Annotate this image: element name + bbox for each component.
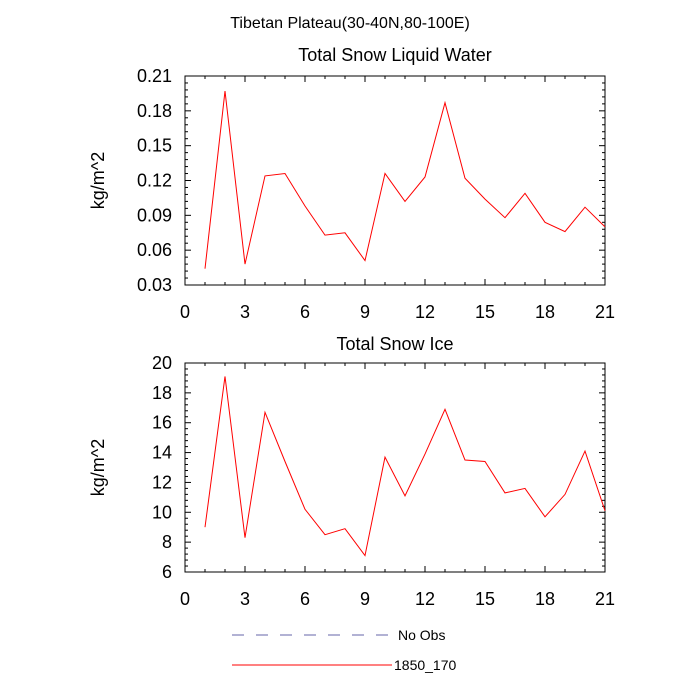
liquid-water-xtick-label: 21	[595, 302, 615, 322]
snow-ice-ytick-label: 8	[162, 532, 172, 552]
liquid-water-xtick-label: 18	[535, 302, 555, 322]
liquid-water-xtick-label: 0	[180, 302, 190, 322]
snow-ice-ytick-label: 18	[152, 383, 172, 403]
snow-ice-xtick-label: 6	[300, 589, 310, 609]
snow-ice-xtick-label: 0	[180, 589, 190, 609]
snow-ice-ytick-label: 14	[152, 443, 172, 463]
figure-suptitle: Tibetan Plateau(30-40N,80-100E)	[230, 15, 470, 32]
snow-ice-series-line	[204, 376, 606, 557]
liquid-water-frame	[184, 75, 606, 286]
snow-ice-ylabel: kg/m^2	[88, 439, 108, 496]
snow-ice-xtick-label: 15	[475, 589, 495, 609]
liquid-water-ytick-label: 0.18	[137, 101, 172, 121]
legend-no-obs-label: No Obs	[398, 627, 445, 643]
snow-ice-frame	[184, 362, 606, 573]
legend-1850-170-label: 1850_170	[394, 657, 457, 673]
liquid-water-ytick-label: 0.06	[137, 240, 172, 260]
liquid-water-ytick-label: 0.12	[137, 171, 172, 191]
liquid-water-ytick-label: 0.15	[137, 136, 172, 156]
liquid-water-ytick-label: 0.03	[137, 275, 172, 295]
snow-ice-ytick-label: 10	[152, 502, 172, 522]
snow-ice-xtick-label: 9	[360, 589, 370, 609]
liquid-water-xtick-label: 15	[475, 302, 495, 322]
snow-ice-xtick-label: 3	[240, 589, 250, 609]
liquid-water-series-line	[204, 91, 606, 269]
liquid-water-xtick-label: 12	[415, 302, 435, 322]
snow-ice-xtick-label: 18	[535, 589, 555, 609]
snow-ice-ytick-label: 12	[152, 472, 172, 492]
chart-liquid-water: Total Snow Liquid Water kg/m^2 0 3 6 9 12 15 18 2…	[88, 45, 615, 322]
liquid-water-ytick-label: 0.09	[137, 205, 172, 225]
liquid-water-title: Total Snow Liquid Water	[298, 45, 491, 65]
snow-ice-ytick-label: 6	[162, 562, 172, 582]
chart-snow-ice: Total Snow Ice kg/m^2 0 3 6 9 12 15 18 21 6 8 10 12 14…	[88, 334, 615, 609]
snow-ice-xtick-label: 21	[595, 589, 615, 609]
legend: No Obs 1850_170	[232, 627, 457, 673]
snow-ice-xtick-label: 12	[415, 589, 435, 609]
liquid-water-ylabel: kg/m^2	[88, 152, 108, 209]
liquid-water-xtick-label: 3	[240, 302, 250, 322]
liquid-water-ytick-label: 0.21	[137, 66, 172, 86]
liquid-water-xtick-label: 6	[300, 302, 310, 322]
liquid-water-xtick-label: 9	[360, 302, 370, 322]
snow-ice-ytick-label: 20	[152, 353, 172, 373]
snow-ice-ytick-label: 16	[152, 413, 172, 433]
snow-ice-title: Total Snow Ice	[336, 334, 453, 354]
